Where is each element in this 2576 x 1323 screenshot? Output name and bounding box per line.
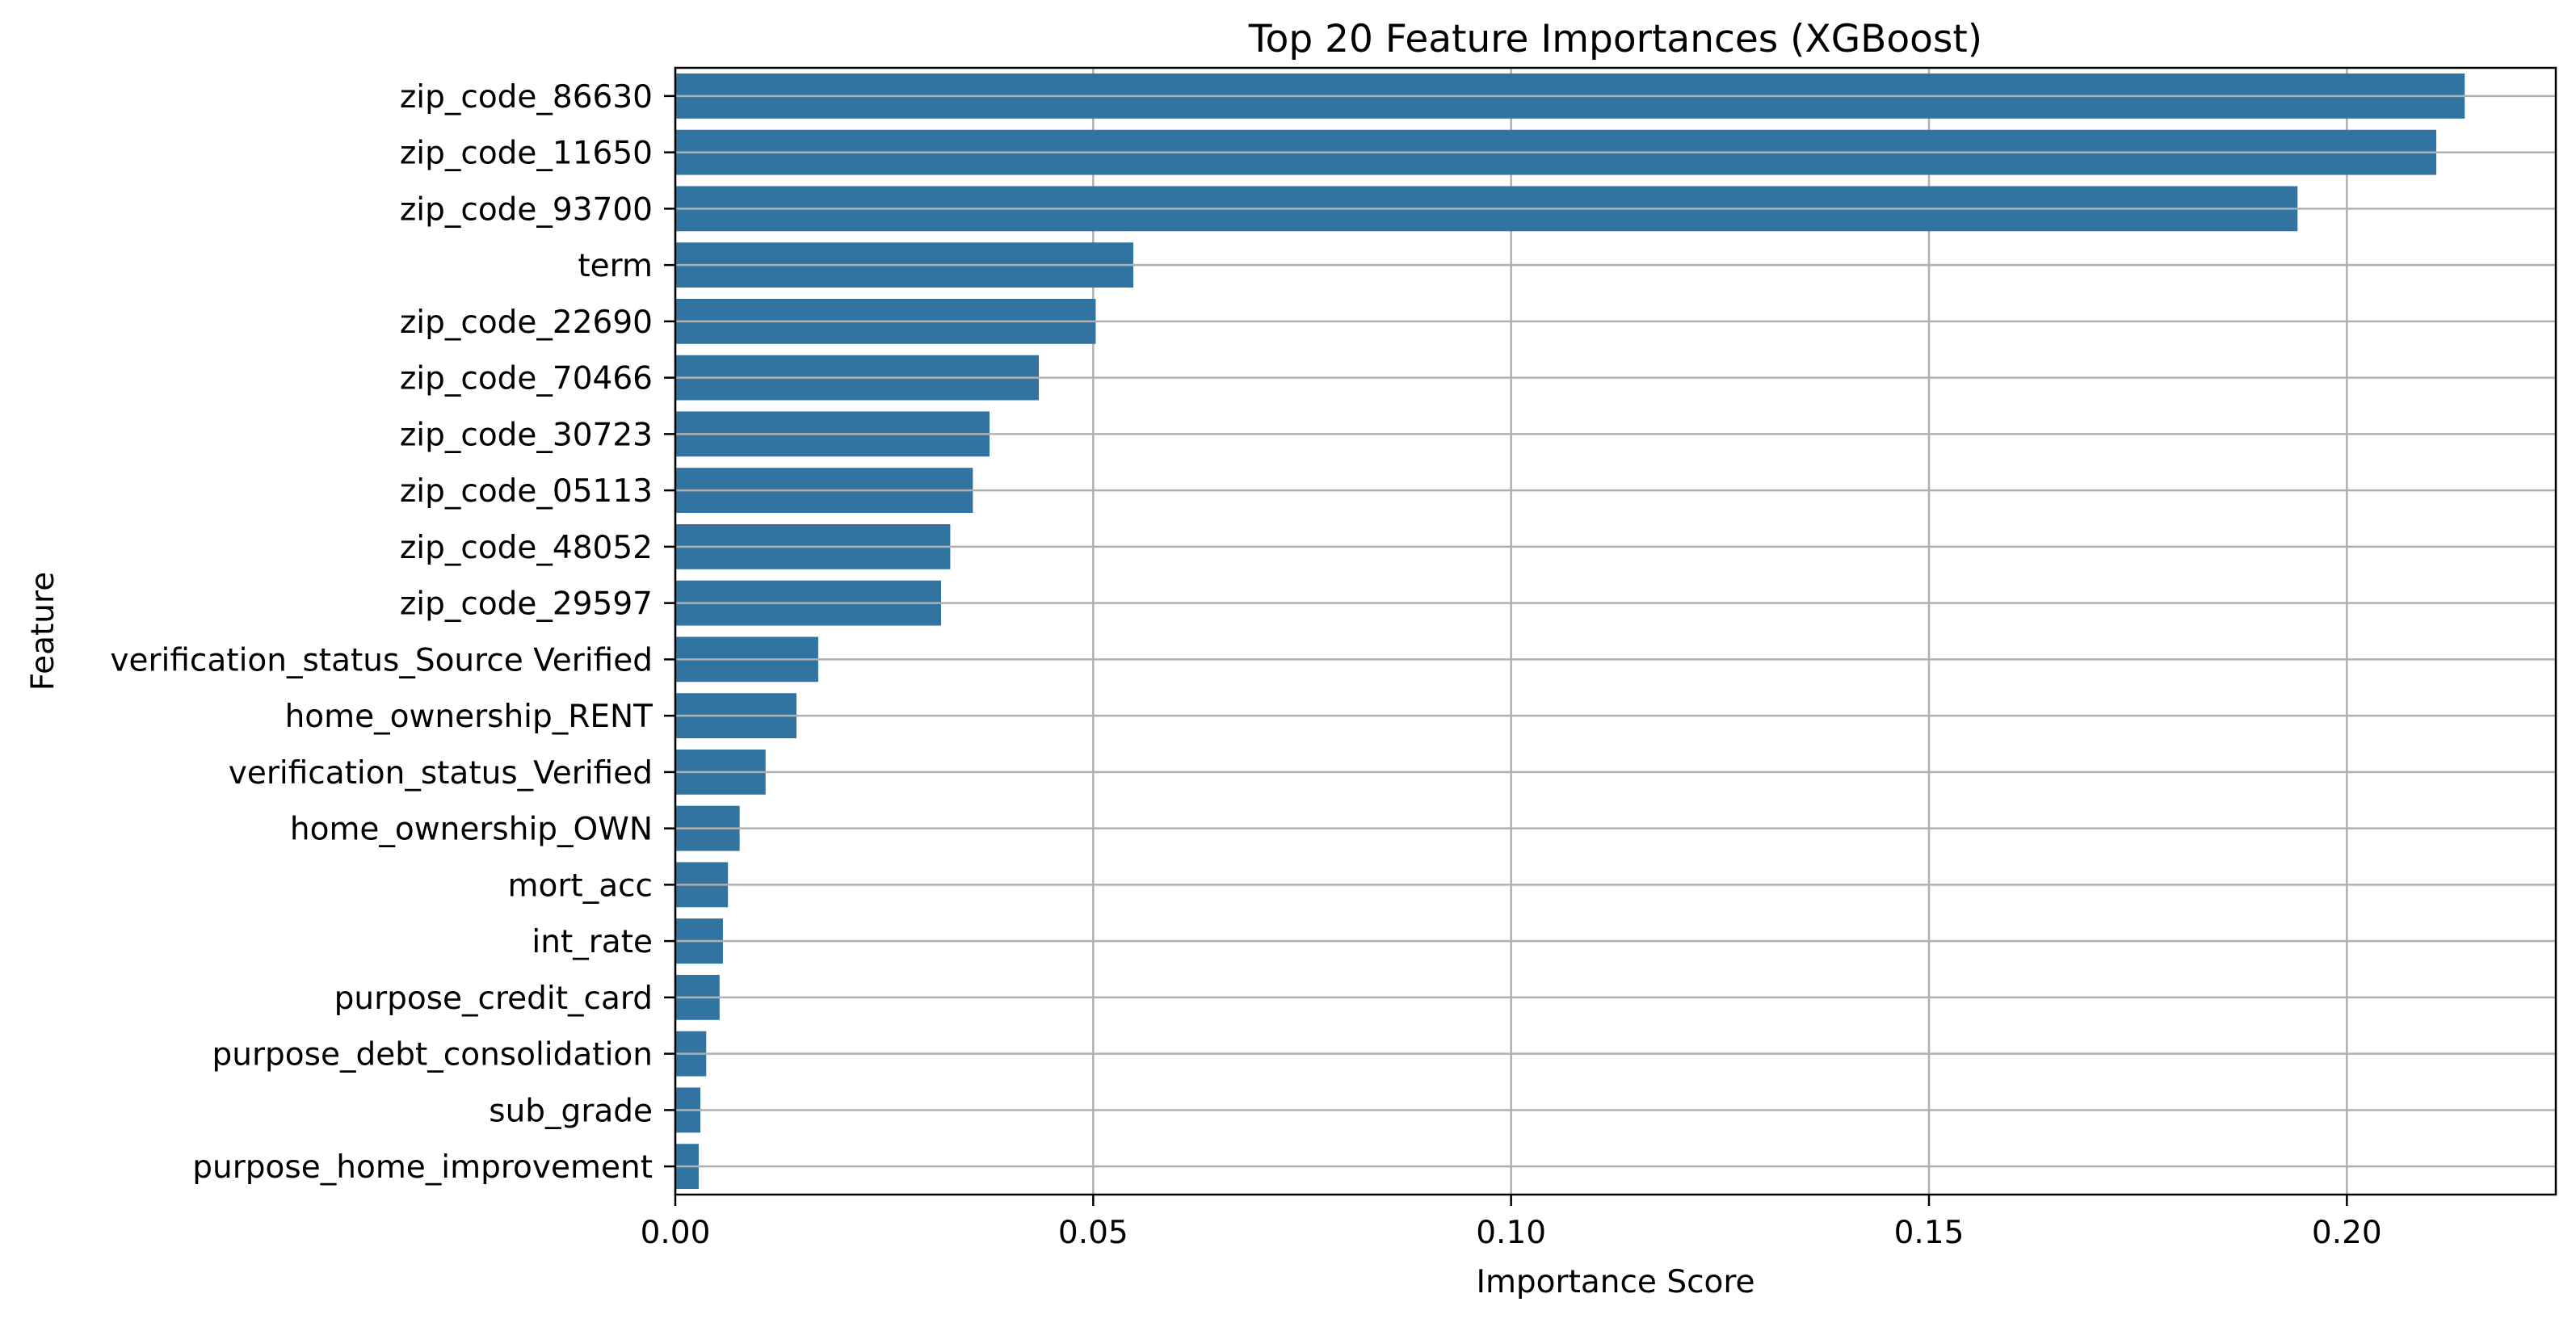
y-tick-label: zip_code_29597	[400, 586, 653, 623]
x-tick-label: 0.15	[1894, 1215, 1965, 1251]
x-axis-ticks: 0.00 0.05 0.10 0.15 0.20	[641, 1195, 2382, 1251]
x-tick-label: 0.00	[641, 1215, 711, 1251]
y-tick-label: home_ownership_RENT	[285, 699, 653, 735]
y-tick-label: zip_code_05113	[400, 473, 653, 510]
y-tick-label: int_rate	[532, 924, 653, 960]
y-tick-label: zip_code_30723	[400, 417, 653, 453]
y-tick-label: purpose_credit_card	[334, 981, 653, 1017]
x-tick-label: 0.10	[1476, 1215, 1546, 1251]
y-tick-label: verification_status_Verified	[229, 755, 653, 792]
plot-frame	[674, 66, 2557, 1196]
y-tick-label: mort_acc	[508, 867, 653, 904]
y-tick-label: zip_code_86630	[400, 79, 653, 116]
y-tick-label: purpose_home_improvement	[192, 1149, 653, 1186]
y-tick-label: zip_code_11650	[400, 136, 653, 172]
y-tick-label: purpose_debt_consolidation	[212, 1037, 653, 1073]
y-tick-label: term	[578, 248, 653, 284]
y-tick-label: verification_status_Source Verified	[110, 642, 653, 678]
x-axis-label: Importance Score	[1476, 1264, 1754, 1300]
y-tick-label: zip_code_48052	[400, 530, 653, 566]
x-tick-label: 0.20	[2312, 1215, 2382, 1251]
x-tick-label: 0.05	[1058, 1215, 1128, 1251]
y-axis-label: Feature	[25, 572, 61, 691]
y-tick-label: zip_code_70466	[400, 361, 653, 397]
y-axis-ticks: zip_code_86630 zip_code_11650 zip_code_937…	[110, 79, 675, 1186]
y-tick-label: home_ownership_OWN	[290, 812, 653, 848]
hgrid-layer	[675, 94, 2556, 1168]
grid-layer	[674, 68, 2348, 1195]
y-tick-label: zip_code_93700	[400, 191, 653, 228]
y-tick-label: zip_code_22690	[400, 304, 653, 341]
y-tick-label: sub_grade	[489, 1093, 653, 1129]
chart-title: Top 20 Feature Importances (XGBoost)	[1248, 17, 1982, 61]
bar-layer	[675, 73, 2465, 1190]
